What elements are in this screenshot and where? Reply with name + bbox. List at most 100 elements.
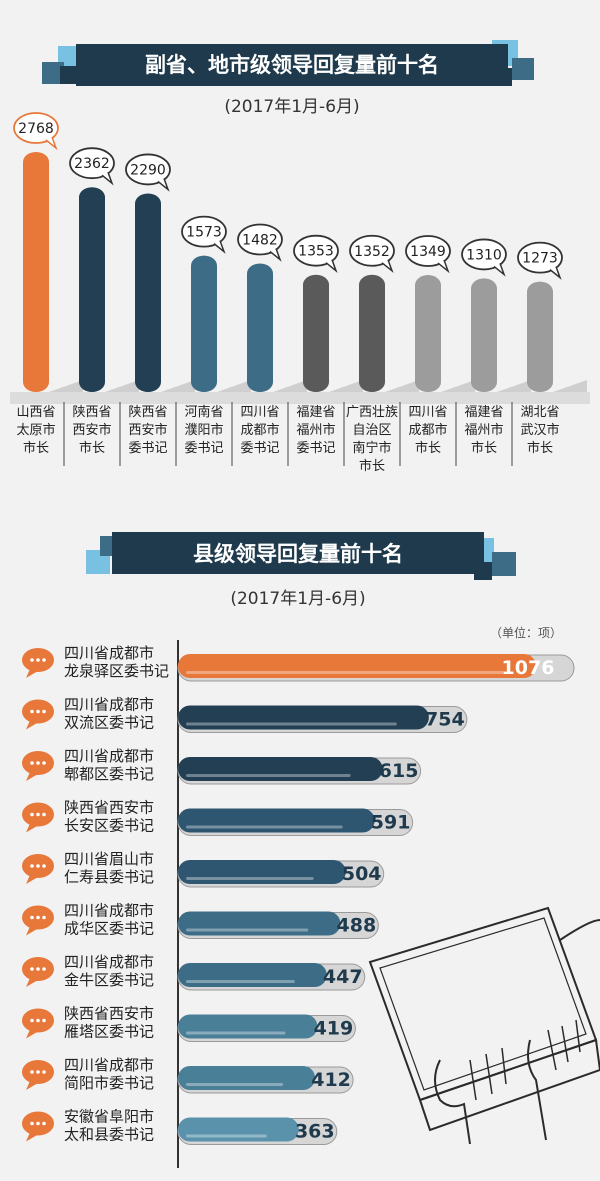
category-label: 郫都区委书记 (64, 765, 154, 783)
category-label: 四川省成都市 (64, 953, 154, 971)
category-label: 太和县委书记 (64, 1126, 154, 1144)
bubble-tail (213, 240, 226, 254)
section2-period: (2017年1月-6月) (230, 589, 365, 609)
category-label: 委书记 (240, 441, 279, 456)
value-bubble (349, 234, 395, 267)
bubble-tail (157, 178, 170, 192)
bar-shadow (441, 380, 475, 392)
bar-value-label: 488 (337, 915, 377, 937)
bar-value-label: 1273 (522, 251, 558, 267)
bar-value-label: 504 (342, 863, 382, 885)
category-label: 委书记 (128, 441, 167, 456)
chat-dot (42, 1070, 46, 1074)
bar (79, 187, 105, 392)
category-label: 西安市 (72, 422, 111, 438)
bar-value-label: 419 (314, 1018, 354, 1040)
chat-bubble-tail (26, 1081, 38, 1090)
bar-highlight (186, 980, 295, 983)
bar (527, 281, 553, 392)
category-label: 西安市 (128, 422, 167, 438)
bar (135, 193, 161, 392)
category-label: 四川省 (240, 405, 279, 420)
chat-dot (30, 864, 34, 868)
value-bubble (517, 241, 563, 274)
laptop-screen-inner (379, 917, 587, 1091)
section2-title: 县级领导回复量前十名 (193, 542, 403, 566)
section1-period: (2017年1月-6月) (224, 97, 359, 117)
bar-value-label: 1349 (410, 244, 446, 260)
section1-title: 副省、地市级领导回复量前十名 (145, 53, 439, 77)
chat-dot (42, 761, 46, 765)
bubble-tail (269, 248, 282, 262)
bubble-tail (437, 259, 450, 274)
chat-bubble-tail (26, 1029, 38, 1039)
banner-deco-square (60, 66, 78, 84)
bar (178, 963, 327, 987)
banner-1: 副省、地市级领导回复量前十名 (42, 40, 534, 86)
bar-highlight (186, 1134, 267, 1138)
category-label: 太原市 (16, 422, 55, 438)
category-label: 成都市 (408, 422, 447, 438)
chat-dot (36, 1018, 40, 1023)
chat-dot (42, 915, 46, 920)
bar-value-label: 754 (425, 709, 465, 731)
category-label: 双流区委书记 (64, 714, 154, 732)
chat-dot (36, 1121, 40, 1126)
bar (303, 274, 329, 392)
bar-value-label: 2290 (130, 162, 166, 178)
bar-highlight (186, 1031, 286, 1035)
laptop-base (418, 1038, 600, 1132)
chat-dot (36, 658, 40, 662)
bar-highlight (186, 722, 397, 726)
laptop-illustration (368, 906, 600, 1145)
category-label: 陕西省西安市 (64, 1005, 154, 1023)
chat-bubble-tail (26, 926, 38, 936)
bar-shadow (217, 380, 251, 392)
category-label: 市长 (415, 440, 441, 456)
bar-value-label: 363 (295, 1121, 335, 1143)
category-label: 福建省 (464, 405, 503, 420)
bar-shadow (161, 380, 195, 392)
bar-highlight (186, 671, 504, 674)
chat-bubble-tail (26, 1132, 38, 1142)
bar-shadow (385, 380, 419, 392)
bar-highlight (186, 928, 309, 932)
category-label: 濮阳市 (184, 422, 223, 438)
left-hand-outline (434, 1059, 471, 1145)
bar-highlight (186, 774, 351, 777)
chat-dot (42, 1121, 46, 1126)
bar-value-label: 2768 (18, 121, 54, 137)
chat-dot (42, 1018, 46, 1023)
category-label: 市长 (23, 440, 49, 456)
cable-curve (559, 919, 600, 941)
category-label: 山西省 (16, 405, 55, 420)
category-label: 广西壮族 (346, 404, 398, 420)
value-bubble (13, 112, 59, 144)
bar-shadow (105, 380, 139, 392)
value-bubble (293, 234, 339, 267)
bar (415, 275, 441, 392)
left-fingers (469, 1047, 507, 1101)
category-label: 委书记 (184, 441, 223, 456)
bar (359, 274, 385, 392)
chat-bubble-tail (26, 875, 38, 884)
value-bubble (69, 147, 115, 180)
category-label: 金牛区委书记 (64, 971, 154, 989)
bar-value-label: 1076 (502, 657, 555, 679)
chat-dot (42, 812, 46, 817)
category-label: 四川省成都市 (64, 696, 154, 714)
value-bubble (181, 215, 227, 248)
bar-shadow (497, 380, 531, 392)
chat-bubble-tail (26, 772, 38, 781)
category-label: 福州市 (296, 422, 335, 438)
bar-value-label: 1482 (242, 233, 278, 249)
chat-dot (30, 658, 34, 662)
bar (178, 860, 346, 884)
category-label: 四川省 (408, 405, 447, 420)
banner-deco-square (492, 552, 516, 576)
category-label: 雁塔区委书记 (64, 1023, 154, 1041)
banner-background (112, 532, 484, 574)
bar (247, 263, 273, 392)
category-label: 陕西省 (72, 405, 111, 420)
bar-shadow (273, 380, 307, 392)
